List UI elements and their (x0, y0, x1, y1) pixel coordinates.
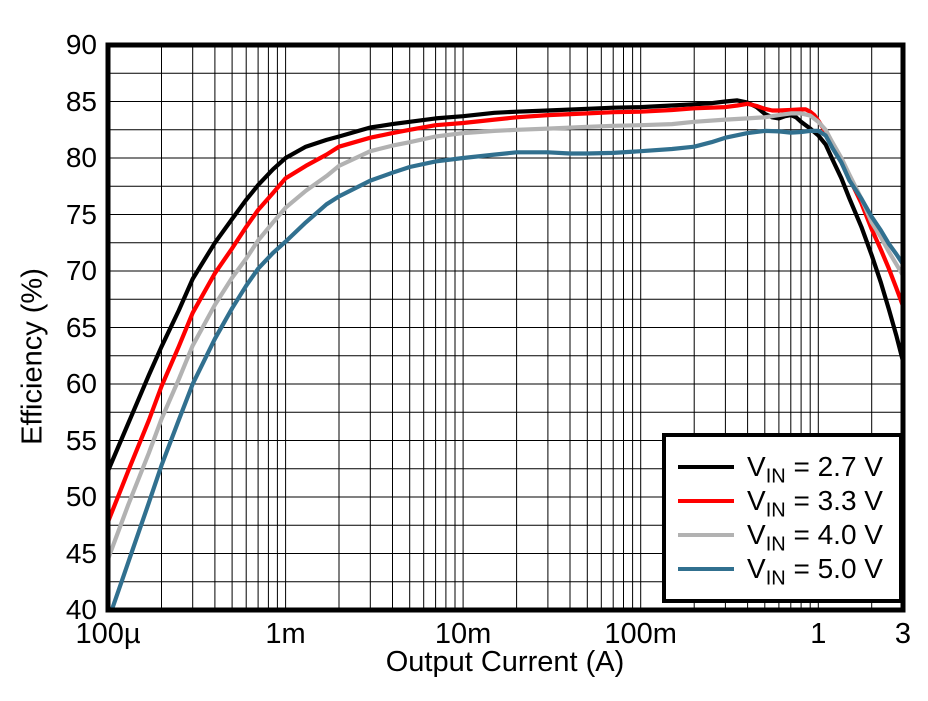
y-tick-label: 50 (65, 481, 97, 512)
x-tick-label: 100m (604, 618, 677, 650)
grid-lines (108, 45, 903, 610)
x-tick-label: 10m (434, 618, 492, 650)
x-tick-label: 3 (894, 618, 912, 650)
legend-item-0: VIN = 2.7 V (666, 450, 899, 488)
y-tick-label: 60 (65, 368, 97, 399)
legend-item-3: VIN = 5.0 V (666, 552, 899, 590)
series-curve-0 (106, 98, 906, 472)
legend-box: VIN = 2.7 V VIN = 3.3 V VIN = 4.0 V VIN = 5… (662, 433, 903, 603)
legend-line-swatch (678, 567, 734, 571)
y-tick-label: 90 (65, 29, 97, 60)
legend-label: VIN = 4.0 V (747, 519, 883, 556)
series-curve-2 (106, 111, 905, 560)
legend-label: VIN = 5.0 V (747, 553, 883, 590)
x-tick-label: 100µ (75, 618, 141, 650)
legend-line-swatch (678, 465, 734, 469)
x-tick-label: 1 (810, 618, 827, 650)
y-tick-label: 45 (65, 537, 97, 569)
y-tick-label: 40 (65, 594, 97, 625)
series-curve-3 (109, 128, 905, 611)
y-tick-label: 55 (65, 424, 97, 456)
legend-line-swatch (678, 499, 734, 503)
legend-line-swatch (678, 533, 734, 537)
x-tick-label: 1m (265, 618, 306, 650)
legend-item-2: VIN = 4.0 V (666, 518, 899, 556)
y-tick-label: 70 (65, 255, 97, 286)
y-tick-label: 65 (65, 311, 97, 343)
legend-label: VIN = 3.3 V (747, 485, 883, 522)
plot-frame (105, 42, 906, 613)
y-tick-label: 75 (65, 198, 97, 230)
x-axis-title: Output Current (A) (385, 646, 625, 678)
y-tick-label: 80 (65, 142, 97, 173)
legend-item-1: VIN = 3.3 V (666, 484, 899, 522)
y-tick-label: 85 (65, 85, 97, 117)
legend-label: VIN = 2.7 V (747, 451, 883, 488)
